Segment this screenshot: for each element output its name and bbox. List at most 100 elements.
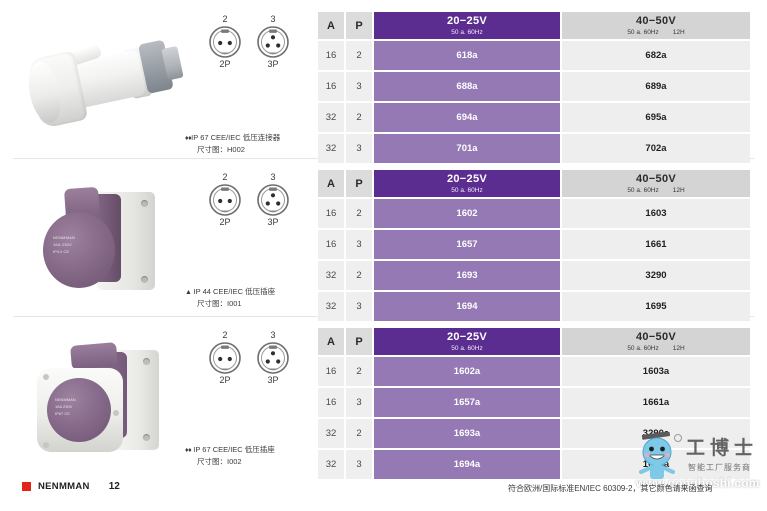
table-row: 32 2 1693 3290: [318, 259, 750, 291]
cell-code-20-25v: 618a: [373, 39, 562, 71]
product-drawing-ref-3: 尺寸图：I002: [197, 457, 242, 466]
cell-code-20-25v: 688a: [373, 70, 562, 102]
pin-count-3: 3: [270, 330, 276, 340]
header-v1-sub: 50 a. 60Hz: [451, 186, 483, 194]
product-table-2: A P 20−25V 50 a. 60Hz 40−50V 50 a. 60Hz 1…: [318, 170, 750, 321]
cell-amps: 16: [318, 386, 346, 418]
cell-poles: 3: [345, 290, 374, 321]
cell-code-20-25v: 1602a: [373, 355, 562, 387]
header-voltage-40-50: 40−50V 50 a. 60Hz 12H: [561, 12, 750, 40]
header-voltage-20-25: 20−25V 50 a. 60Hz: [373, 328, 562, 356]
cell-poles: 3: [345, 132, 374, 163]
header-v2-title: 40−50V: [635, 172, 677, 185]
cell-poles: 2: [345, 417, 374, 449]
pin-diagrams-2: 2 2P 3: [199, 172, 311, 234]
cell-code-40-50v: 1661a: [561, 386, 750, 418]
pin-count-3: 3: [270, 172, 276, 182]
cell-poles: 2: [345, 39, 374, 71]
socket-2p-icon: [209, 184, 241, 216]
cell-code-20-25v: 1693: [373, 259, 562, 291]
cell-poles: 3: [345, 70, 374, 102]
table-header-row: A P 20−25V 50 a. 60Hz 40−50V 50 a. 60Hz 1…: [318, 328, 750, 356]
cell-code-40-50v: 1603: [561, 197, 750, 229]
cell-amps: 32: [318, 448, 346, 479]
cell-code-40-50v: 695a: [561, 101, 750, 133]
product-block-2: NENMMAN 16A 230V IP44 CE 2 2P: [13, 164, 754, 321]
table-row: 16 3 1657 1661: [318, 228, 750, 260]
product-title-1: IP 67 CEE/IEC 低压连接器: [191, 133, 281, 142]
table-row: 16 3 1657a 1661a: [318, 386, 750, 418]
product-photo-1: [21, 12, 193, 152]
header-poles: P: [345, 328, 374, 356]
cell-code-40-50v: 1695: [561, 290, 750, 321]
product-block-1: 2 2P 3: [13, 6, 754, 163]
product-table-1: A P 20−25V 50 a. 60Hz 40−50V 50 a. 60Hz 1…: [318, 12, 750, 163]
table-row: 32 3 1694a 1695a: [318, 448, 750, 479]
header-v2-title: 40−50V: [635, 14, 677, 27]
table-row: 16 2 1602a 1603a: [318, 355, 750, 387]
table-body-3: 16 2 1602a 1603a 16 3 1657a 1661a 32 2 1693a 3290a 3…: [318, 355, 750, 479]
product-photo-3: NENMMAN 16A 230V IP67 CE: [21, 328, 193, 468]
ip-rating-mark-1: ♦♦: [185, 135, 192, 142]
cell-amps: 16: [318, 355, 346, 387]
product-drawing-ref-1: 尺寸图：H002: [197, 145, 245, 154]
socket-3p-icon: [257, 342, 289, 374]
cell-code-40-50v: 702a: [561, 132, 750, 163]
table-body-2: 16 2 1602 1603 16 3 1657 1661 32 2 1693 3290 32 3 1694…: [318, 197, 750, 321]
pin-label-2p: 2P: [219, 59, 231, 69]
cell-code-20-25v: 701a: [373, 132, 562, 163]
product-title-3: IP 67 CEE/IEC 低压插座: [193, 445, 275, 454]
pin-diagram-3p: 3 3P: [251, 14, 295, 70]
header-amps: A: [318, 328, 346, 356]
cell-amps: 32: [318, 290, 346, 321]
cell-code-40-50v: 689a: [561, 70, 750, 102]
cell-code-40-50v: 3290a: [561, 417, 750, 449]
pin-label-3p: 3P: [267, 59, 279, 69]
socket-2p-icon: [209, 26, 241, 58]
table-row: 32 3 1694 1695: [318, 290, 750, 321]
product-drawing-ref-2: 尺寸图：I001: [197, 299, 242, 308]
header-v2-sub: 50 a. 60Hz: [627, 186, 659, 194]
socket-3p-icon: [257, 184, 289, 216]
header-v1-title: 20−25V: [446, 330, 488, 343]
cell-code-20-25v: 1602: [373, 197, 562, 229]
pin-count-2: 2: [222, 330, 228, 340]
table-header-row: A P 20−25V 50 a. 60Hz 40−50V 50 a. 60Hz 1…: [318, 12, 750, 40]
pin-diagrams-3: 2 2P 3: [199, 330, 311, 392]
footer-brand-group: NENMMAN 12: [22, 481, 120, 492]
brand-square-icon: [22, 482, 31, 491]
pin-count-2: 2: [222, 14, 228, 24]
pin-diagrams-1: 2 2P 3: [199, 14, 311, 76]
product-caption-2: ▲ IP 44 CEE/IEC 低压插座 尺寸图：I001: [185, 286, 325, 309]
ip-rating-mark-2: ▲: [185, 289, 192, 296]
cell-poles: 3: [345, 228, 374, 260]
product-table-3: A P 20−25V 50 a. 60Hz 40−50V 50 a. 60Hz 1…: [318, 328, 750, 479]
cell-poles: 2: [345, 197, 374, 229]
cell-amps: 32: [318, 101, 346, 133]
cell-poles: 2: [345, 355, 374, 387]
header-v2-sub: 50 a. 60Hz: [627, 344, 659, 352]
header-v2-hours: 12H: [672, 28, 685, 36]
page-number: 12: [108, 481, 120, 492]
cell-code-40-50v: 1695a: [561, 448, 750, 479]
socket-3p-icon: [257, 26, 289, 58]
header-amps: A: [318, 170, 346, 198]
table-header-row: A P 20−25V 50 a. 60Hz 40−50V 50 a. 60Hz 1…: [318, 170, 750, 198]
cell-poles: 3: [345, 386, 374, 418]
cell-amps: 32: [318, 417, 346, 449]
pin-diagram-2p: 2 2P: [203, 14, 247, 70]
table-row: 16 2 618a 682a: [318, 39, 750, 71]
pin-label-3p: 3P: [267, 217, 279, 227]
pin-label-2p: 2P: [219, 217, 231, 227]
cell-code-40-50v: 1603a: [561, 355, 750, 387]
product-photo-2: NENMMAN 16A 230V IP44 CE: [21, 170, 193, 310]
header-voltage-40-50: 40−50V 50 a. 60Hz 12H: [561, 328, 750, 356]
pin-label-3p: 3P: [267, 375, 279, 385]
table-row: 16 2 1602 1603: [318, 197, 750, 229]
pin-diagram-2p: 2 2P: [203, 172, 247, 228]
standards-footnote: 符合欧洲/国际标准EN/IEC 60309-2，其它颜色请来函查询: [508, 484, 713, 493]
cell-code-40-50v: 3290: [561, 259, 750, 291]
cell-amps: 32: [318, 259, 346, 291]
cell-code-40-50v: 1661: [561, 228, 750, 260]
pin-label-2p: 2P: [219, 375, 231, 385]
